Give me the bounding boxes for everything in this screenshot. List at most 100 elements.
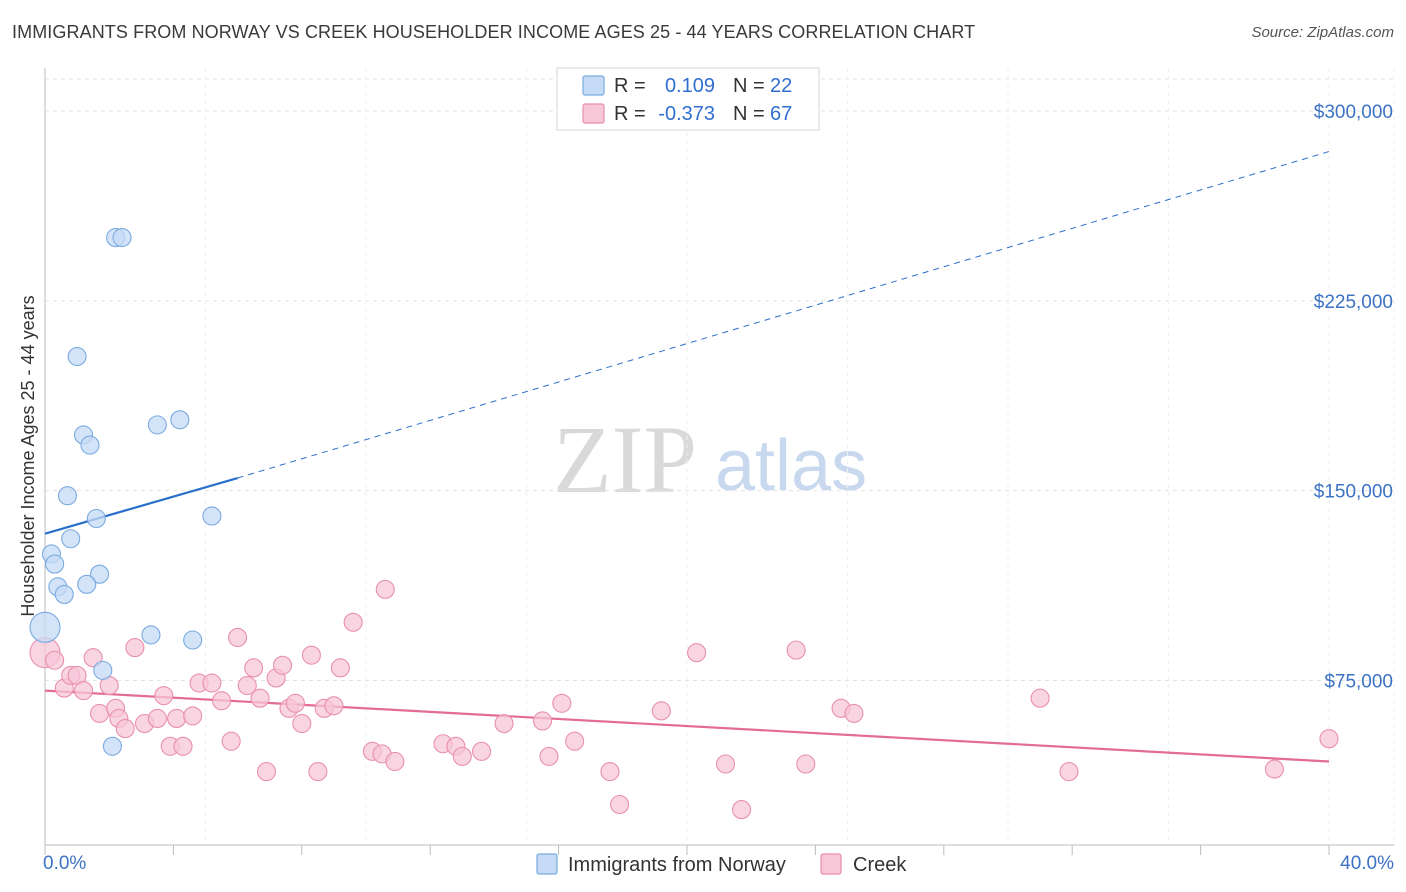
point-creek <box>147 708 167 729</box>
point-creek <box>796 754 816 774</box>
point-norway <box>90 564 110 584</box>
x-tick-label: 40.0% <box>1340 853 1394 874</box>
point-creek <box>125 638 145 658</box>
point-creek <box>715 754 736 774</box>
legend-n-value-creek: 67 <box>770 103 792 125</box>
point-creek <box>732 800 752 820</box>
point-norway <box>183 630 203 650</box>
point-creek <box>292 713 312 734</box>
watermark-atlas: atlas <box>715 426 867 506</box>
point-norway <box>54 584 74 604</box>
point-creek <box>1319 729 1339 749</box>
point-creek <box>494 713 514 734</box>
series-swatch-creek <box>820 853 842 875</box>
point-creek <box>308 762 328 782</box>
y-tick-label: $225,000 <box>1314 292 1393 313</box>
series-label-creek: Creek <box>853 854 907 876</box>
point-creek <box>375 579 395 599</box>
point-creek <box>385 751 405 772</box>
point-creek <box>452 746 472 766</box>
legend-n-label-norway: N = <box>733 75 765 97</box>
series-label-norway: Immigrants from Norway <box>568 854 786 876</box>
point-creek <box>687 643 707 663</box>
point-creek <box>221 731 241 751</box>
tick-labels: $75,000 $150,000 $225,000 $300,000 0.0% 40.0% <box>43 102 1394 874</box>
point-creek <box>330 658 350 678</box>
point-creek <box>183 706 203 726</box>
point-creek <box>1264 759 1284 779</box>
point-norway <box>102 736 122 756</box>
point-norway <box>202 506 222 526</box>
series-swatch-norway <box>536 853 558 875</box>
data-points <box>29 228 1339 820</box>
point-creek <box>301 645 321 665</box>
point-norway <box>170 410 190 430</box>
y-tick-label: $75,000 <box>1324 671 1393 692</box>
point-creek <box>324 696 344 716</box>
point-creek <box>202 673 222 693</box>
watermark-zip: ZIP <box>553 406 697 513</box>
axes <box>44 68 1394 855</box>
point-creek <box>552 693 572 713</box>
point-creek <box>565 731 585 751</box>
chart-title: IMMIGRANTS FROM NORWAY VS CREEK HOUSEHOL… <box>12 22 976 42</box>
y-tick-label: $150,000 <box>1314 482 1393 503</box>
point-norway <box>112 228 132 248</box>
point-creek <box>472 741 492 761</box>
series-legend: Immigrants from Norway Creek <box>536 853 907 876</box>
point-norway <box>29 611 61 643</box>
point-norway <box>77 574 97 594</box>
point-norway <box>80 435 100 455</box>
point-creek <box>786 640 806 660</box>
point-norway <box>141 625 161 645</box>
legend-r-label-norway: R = <box>614 75 646 97</box>
point-creek <box>532 711 553 731</box>
x-tick-label: 0.0% <box>43 853 86 874</box>
point-creek <box>73 681 94 701</box>
point-norway <box>45 554 65 574</box>
legend-r-value-norway: 0.109 <box>665 75 715 97</box>
legend-r-value-creek: -0.373 <box>658 103 715 125</box>
point-norway <box>61 529 81 549</box>
legend-swatch-norway <box>582 75 605 96</box>
point-norway <box>67 346 87 367</box>
point-creek <box>244 658 264 678</box>
point-creek <box>237 676 257 696</box>
point-creek <box>173 736 193 756</box>
chart-source: Source: ZipAtlas.com <box>1251 24 1394 41</box>
point-creek <box>343 612 363 632</box>
legend-r-label-creek: R = <box>614 103 646 125</box>
point-creek <box>228 627 248 648</box>
point-creek <box>1059 762 1079 782</box>
point-norway <box>93 660 113 680</box>
point-creek <box>600 762 620 782</box>
legend-swatch-creek <box>582 103 605 124</box>
legend-n-label-creek: N = <box>733 103 765 125</box>
point-creek <box>651 701 671 721</box>
y-axis-label: Householder Income Ages 25 - 44 years <box>18 295 38 616</box>
point-creek <box>250 688 270 708</box>
point-creek <box>115 719 135 739</box>
point-creek <box>256 762 277 782</box>
point-creek <box>539 746 559 766</box>
point-creek <box>83 648 103 668</box>
correlation-legend: R = 0.109 N = 22 R = -0.373 N = 67 <box>556 67 820 131</box>
point-creek <box>272 655 293 675</box>
legend-n-value-norway: 22 <box>770 75 792 97</box>
point-creek <box>1030 688 1050 708</box>
point-creek <box>212 691 232 711</box>
point-creek <box>45 650 65 670</box>
point-creek <box>844 703 864 723</box>
point-creek <box>167 708 187 729</box>
y-tick-label: $300,000 <box>1314 102 1393 123</box>
point-creek <box>610 794 630 815</box>
trend-line-norway <box>44 476 238 535</box>
point-creek <box>90 703 110 723</box>
trend-line-norway-extension <box>237 151 1330 479</box>
point-norway <box>57 486 78 506</box>
point-creek <box>154 686 174 706</box>
point-norway <box>147 415 167 435</box>
point-norway <box>86 508 106 529</box>
point-creek <box>285 693 305 713</box>
